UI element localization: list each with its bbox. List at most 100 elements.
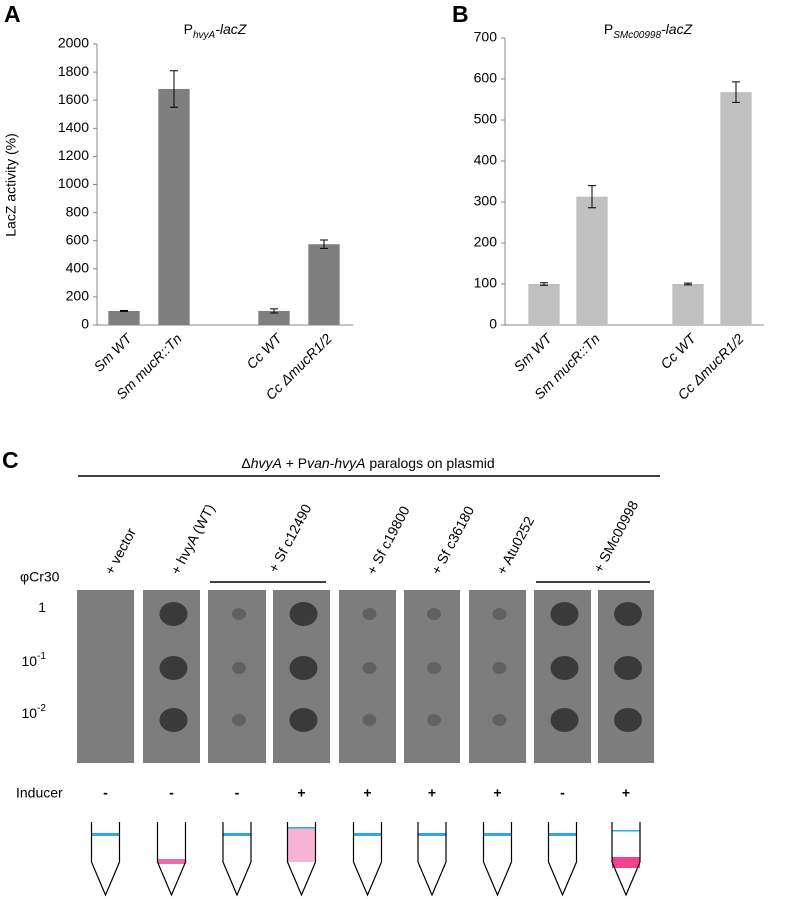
x-tick-label: Cc WT bbox=[657, 329, 700, 372]
inducer-sign: + bbox=[493, 785, 501, 801]
header-part: + P bbox=[282, 455, 307, 471]
bar bbox=[308, 244, 340, 325]
header-part: - bbox=[330, 455, 335, 471]
plaque bbox=[362, 662, 377, 674]
plaque bbox=[427, 608, 441, 620]
plaque bbox=[362, 714, 377, 726]
column-label: + Sf c36180 bbox=[428, 503, 477, 577]
tube bbox=[482, 822, 513, 897]
title-part: -lacZ bbox=[661, 21, 693, 37]
tube-fill bbox=[157, 859, 186, 864]
plaque-panel bbox=[208, 590, 266, 763]
chart-title: PSMc00998-lacZ bbox=[604, 21, 693, 41]
chart-title: PhvyA-lacZ bbox=[184, 21, 247, 41]
y-tick-label: 600 bbox=[474, 70, 498, 86]
dilution-exp: -2 bbox=[37, 703, 46, 714]
inducer-label: Inducer bbox=[16, 785, 63, 801]
title-part: P bbox=[184, 21, 193, 37]
inducer-sign: + bbox=[363, 785, 371, 801]
plaque-panel bbox=[469, 590, 526, 763]
inducer-sign: - bbox=[169, 785, 174, 801]
bar bbox=[576, 196, 608, 325]
x-tick-label: Sm WT bbox=[90, 329, 135, 374]
plaque bbox=[492, 608, 507, 620]
y-tick-label: 0 bbox=[489, 316, 497, 332]
column-label: + hvyA (WT) bbox=[167, 501, 217, 577]
inducer-sign: - bbox=[560, 785, 565, 801]
plaque-panel bbox=[339, 590, 396, 763]
y-tick-label: 800 bbox=[66, 203, 90, 219]
plaque bbox=[427, 714, 441, 726]
title-part: hvyA bbox=[193, 30, 216, 41]
panel-label: B bbox=[452, 1, 469, 27]
bar bbox=[108, 310, 140, 325]
tube bbox=[611, 822, 641, 897]
plaque bbox=[232, 714, 246, 726]
phage-label: φCr30 bbox=[20, 569, 60, 585]
y-tick-label: 1800 bbox=[58, 63, 89, 79]
y-tick-label: 200 bbox=[474, 234, 498, 250]
error-bar bbox=[320, 239, 328, 249]
tube-band bbox=[223, 833, 251, 836]
plaque bbox=[614, 708, 642, 732]
plaque bbox=[159, 602, 188, 626]
column-label: + Sf c19800 bbox=[363, 503, 412, 577]
y-tick-label: 100 bbox=[474, 275, 498, 291]
y-tick-label: 300 bbox=[474, 193, 498, 209]
column-label: + Sf c12490 bbox=[265, 501, 314, 575]
tube-band bbox=[418, 833, 446, 836]
bar bbox=[720, 92, 752, 326]
header-part: van bbox=[307, 455, 330, 471]
x-tick-label: Sm WT bbox=[510, 329, 555, 374]
y-tick-label: 1000 bbox=[58, 175, 89, 191]
plaque bbox=[614, 602, 642, 626]
column-label: + Atu0252 bbox=[493, 513, 537, 577]
tube-band bbox=[612, 830, 640, 832]
y-tick-label: 500 bbox=[474, 111, 498, 127]
header-part: paralogs on plasmid bbox=[365, 455, 494, 471]
plaque bbox=[614, 656, 642, 680]
header-part: hvyA bbox=[334, 455, 365, 471]
y-tick-label: 1600 bbox=[58, 91, 89, 107]
dilution-label: 10-1 bbox=[22, 651, 47, 669]
column-label: + SMc00998 bbox=[590, 498, 641, 575]
error-bar bbox=[540, 282, 548, 286]
bar bbox=[672, 284, 704, 325]
plaque bbox=[159, 656, 188, 680]
dilution-label: 1 bbox=[38, 599, 46, 615]
plaque bbox=[427, 662, 441, 674]
panel-c-header: ΔhvyA + Pvan-hvyA paralogs on plasmid bbox=[241, 455, 494, 471]
inducer-sign: + bbox=[428, 785, 436, 801]
y-tick-label: 600 bbox=[66, 231, 90, 247]
bar bbox=[158, 88, 190, 326]
y-tick-label: 1200 bbox=[58, 147, 89, 163]
tube-band bbox=[483, 833, 512, 836]
header-part: Δ bbox=[241, 455, 250, 471]
error-bar bbox=[684, 282, 692, 286]
title-part: P bbox=[604, 21, 613, 37]
error-bar bbox=[588, 185, 596, 209]
error-bar bbox=[732, 81, 740, 103]
y-tick-label: 400 bbox=[474, 152, 498, 168]
panel-label: C bbox=[2, 447, 19, 473]
tube-band bbox=[287, 827, 316, 829]
plaque-panel bbox=[404, 590, 460, 763]
dilution-label: 10-2 bbox=[22, 703, 47, 721]
tube bbox=[547, 822, 578, 897]
plaque bbox=[550, 708, 579, 732]
plaque bbox=[550, 602, 579, 626]
tube-band bbox=[548, 833, 577, 836]
tube-band bbox=[353, 833, 382, 836]
error-bar bbox=[170, 70, 178, 108]
dilution-base: 10 bbox=[22, 705, 38, 721]
y-tick-label: 200 bbox=[66, 288, 90, 304]
title-part: SMc00998 bbox=[613, 30, 661, 41]
tube bbox=[222, 822, 252, 897]
column-label: + vector bbox=[101, 525, 139, 577]
x-tick-label: Cc WT bbox=[243, 329, 286, 372]
plaque-panel bbox=[77, 590, 134, 763]
inducer-sign: - bbox=[235, 785, 240, 801]
tube bbox=[352, 822, 383, 897]
dilution-base: 10 bbox=[22, 653, 38, 669]
inducer-sign: + bbox=[297, 785, 305, 801]
